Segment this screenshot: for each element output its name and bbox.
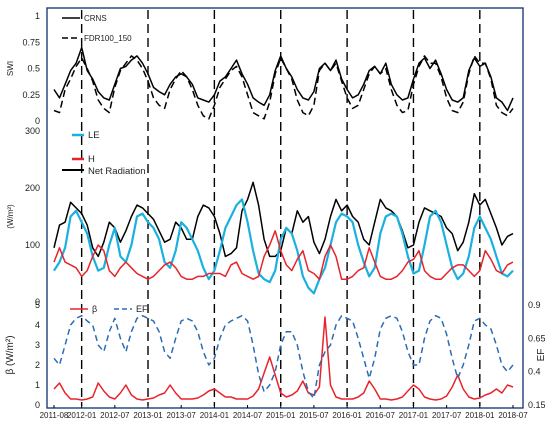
legend-entry-0: β (70, 304, 97, 314)
series-line-crns (53, 46, 514, 112)
series-line-le (53, 198, 514, 295)
x-tick-label-2: 2012-07 (100, 411, 130, 420)
series-line-fdr100-150 (53, 55, 514, 120)
y-tick-label-1: 1 (35, 380, 40, 390)
x-tick-label-6: 2014-07 (233, 411, 263, 420)
year-divider-lines (80, 10, 481, 406)
x-tick-label-5: 2014-01 (200, 411, 230, 420)
x-tick-label-0: 2011-08 (40, 411, 69, 420)
x-tick-label-3: 2013-01 (133, 411, 163, 420)
x-tick-label-1: 2012-01 (67, 411, 97, 420)
y-tick-label-2: 2 (35, 360, 40, 370)
y-axis-label: SWI (6, 61, 15, 76)
y2-tick-label-2: 0.65 (528, 333, 546, 343)
y2-tick-label-3: 0.9 (528, 300, 541, 310)
y-tick-label-0: 0 (35, 116, 40, 126)
y-tick-label-0: 0 (35, 297, 40, 307)
legend-label: CRNS (84, 14, 107, 23)
x-tick-label-12: 2017-07 (432, 411, 462, 420)
legend-entry-0: CRNS (62, 14, 107, 23)
legend-label: LE (88, 130, 100, 141)
x-tick-label-11: 2017-01 (399, 411, 429, 420)
y2-tick-label-0: 0.15 (528, 400, 546, 410)
x-tick-label-4: 2013-07 (167, 411, 197, 420)
legend-label: Net Radiation (88, 166, 146, 177)
legend-entry-1: FDR100_150 (62, 34, 132, 43)
plot-frame (46, 7, 524, 409)
legend-label: H (88, 154, 95, 165)
swi-panel: 0 0.25 0.5 0.75 1 SWI CRNS FDR100_150 (6, 11, 514, 126)
y-axis-label: β (W/m²) (5, 335, 16, 374)
y-tick-label-1: 0.25 (22, 90, 40, 100)
series-line-- (53, 316, 514, 401)
y-tick-label-2: 200 (25, 183, 40, 193)
x-tick-label-14: 2018-07 (498, 411, 528, 420)
legend-label: FDR100_150 (84, 34, 132, 43)
legend-entry-1: EF (114, 304, 148, 314)
legend-entry-0: LE (72, 130, 100, 141)
y-tick-label-4: 4 (35, 320, 40, 330)
legend-entry-2: Net Radiation (62, 166, 146, 177)
x-tick-label-13: 2018-01 (465, 411, 495, 420)
x-tick-label-10: 2016-07 (366, 411, 396, 420)
y-tick-label-2: 0.5 (27, 64, 40, 74)
y2-axis-label: EF (536, 349, 547, 362)
x-tick-label-9: 2016-01 (332, 411, 362, 420)
series-line-h (53, 230, 514, 280)
bowen-ef-panel: 0 1 2 3 4 5 0.15 0.4 0.65 0.9 β (W/m²) EF β EF (5, 300, 547, 410)
y-tick-label-3: 3 (35, 340, 40, 350)
y-tick-label-3: 0.75 (22, 37, 40, 47)
y-tick-label-5: 5 (35, 300, 40, 310)
legend-label: β (92, 304, 97, 314)
y-tick-label-4: 1 (35, 11, 40, 21)
y-tick-label-1: 100 (25, 240, 40, 250)
y2-tick-label-1: 0.4 (528, 367, 541, 377)
x-tick-label-8: 2015-07 (299, 411, 329, 420)
y-axis-label: (W/m²) (6, 204, 15, 229)
legend-entry-1: H (72, 154, 95, 165)
y-tick-label-0: 0 (35, 400, 40, 410)
x-tick-label-7: 2015-01 (266, 411, 296, 420)
series-line-net-radiation (53, 181, 514, 258)
series-line-ef (53, 314, 514, 400)
legend-label: EF (136, 304, 148, 314)
y-tick-label-3: 300 (25, 126, 40, 136)
